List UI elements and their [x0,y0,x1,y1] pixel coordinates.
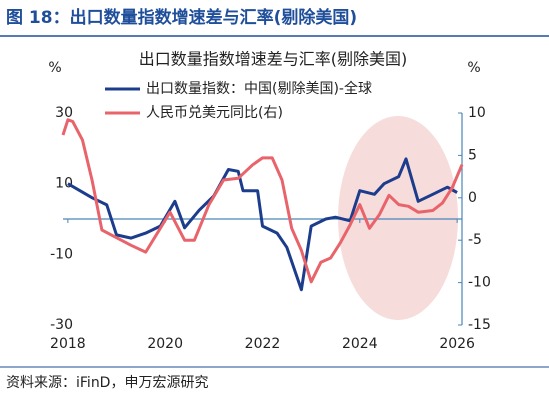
y-tick-label: -30 [50,317,73,333]
y2-tick-label: -5 [468,232,482,248]
y2-tick-label: 5 [468,147,477,163]
y2-tick-label: -15 [468,317,491,333]
y-tick-label: -10 [50,246,73,262]
x-tick-label: 2024 [342,336,378,352]
x-tick-label: 2022 [245,336,281,352]
y-tick-label: 10 [55,176,73,192]
series-line [61,118,464,284]
y2-label: % [467,60,480,76]
source: 资料来源：iFinD，申万宏源研究 [6,375,208,391]
y2-tick-label: 10 [468,105,486,121]
chart-title: 出口数量指数增速差与汇率(剔除美国) [139,50,408,69]
series-line [67,157,458,292]
x-tick-label: 2018 [50,336,86,352]
header: 图 18：出口数量指数增速差与汇率(剔除美国) [6,7,357,28]
y2-tick-label: 0 [468,190,477,206]
y-tick-label: 30 [55,105,73,121]
legend-label: 出口数量指数：中国(剔除美国)-全球 [146,80,372,97]
legend-label: 人民币兑美元同比(右) [146,105,283,121]
highlight [338,116,458,320]
y2-tick-label: -10 [468,275,491,291]
x-tick-label: 2020 [147,336,183,352]
y-label: % [48,60,61,76]
x-tick-label: 2026 [439,336,475,352]
